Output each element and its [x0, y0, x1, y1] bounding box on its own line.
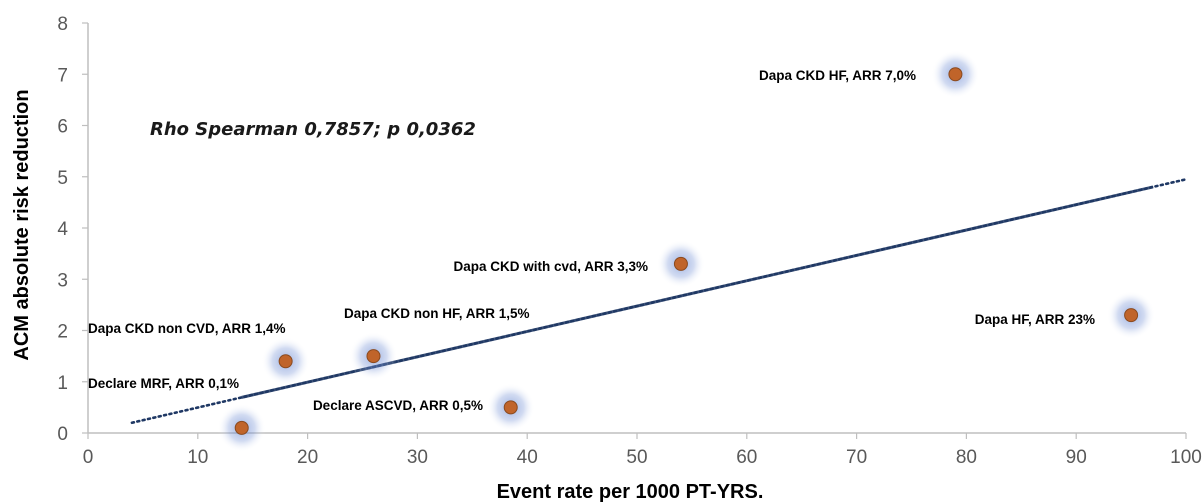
- x-tick-label: 40: [517, 447, 538, 468]
- y-tick-label: 3: [57, 270, 68, 291]
- x-tick-label: 90: [1066, 447, 1087, 468]
- x-tick-label: 0: [83, 447, 94, 468]
- data-point: [366, 349, 381, 364]
- x-tick-label: 20: [297, 447, 318, 468]
- data-point: [234, 420, 249, 435]
- axes: 0 10 20 30 40 50 60 70 80 90 100 0 1 2 3 4 5 6 7 8: [57, 14, 1201, 468]
- y-tick-label: 2: [57, 322, 68, 343]
- y-tick-label: 7: [57, 65, 68, 86]
- x-tick-label: 100: [1170, 447, 1202, 468]
- data-point: [278, 354, 293, 369]
- data-point: [1124, 308, 1139, 323]
- point-label: Declare MRF, ARR 0,1%: [88, 376, 239, 391]
- x-tick-label: 50: [626, 447, 647, 468]
- y-tick-label: 8: [57, 14, 68, 35]
- spearman-annotation: Rho Spearman 0,7857; p 0,0362: [150, 119, 476, 140]
- point-label: Dapa CKD with cvd, ARR 3,3%: [453, 259, 648, 274]
- data-point: [948, 67, 963, 82]
- x-tick-label: 30: [407, 447, 428, 468]
- data-point: [673, 256, 688, 271]
- y-tick-label: 0: [57, 424, 68, 445]
- y-tick-label: 1: [57, 373, 68, 394]
- y-tick-label: 6: [57, 117, 68, 138]
- point-label: Dapa CKD non CVD, ARR 1,4%: [88, 321, 286, 336]
- trendline-group: [130, 178, 1188, 425]
- x-tick-label: 10: [187, 447, 208, 468]
- point-label: Dapa CKD non HF, ARR 1,5%: [344, 306, 530, 321]
- x-tick-label: 60: [736, 447, 757, 468]
- data-points: [217, 50, 1156, 452]
- y-tick-label: 4: [57, 219, 68, 240]
- x-tick-label: 80: [956, 447, 977, 468]
- y-tick-label: 5: [57, 168, 68, 189]
- x-tick-label: 70: [846, 447, 867, 468]
- y-axis-title: ACM absolute risk reduction: [11, 89, 33, 360]
- x-axis-title: Event rate per 1000 PT-YRS.: [497, 481, 764, 503]
- point-label: Declare ASCVD, ARR 0,5%: [313, 398, 483, 413]
- data-point: [503, 400, 518, 415]
- point-label: Dapa HF, ARR 23%: [975, 312, 1095, 327]
- point-label: Dapa CKD HF, ARR 7,0%: [759, 68, 916, 83]
- point-labels: Declare MRF, ARR 0,1% Dapa CKD non CVD, A…: [88, 68, 1095, 413]
